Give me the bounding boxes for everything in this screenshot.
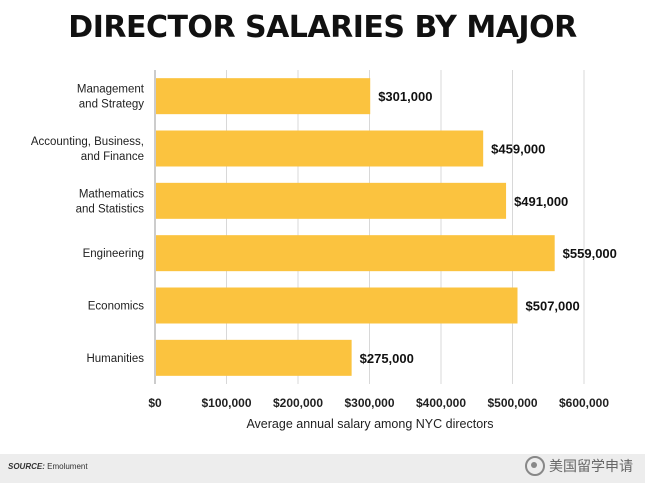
bar [156,235,555,272]
x-tick-labels: $0 $100,000 $200,000 $300,000 $400,000 $500,0… [148,396,609,410]
watermark: 美国留学申请 [525,456,633,476]
gridlines [154,70,585,384]
value-label: $301,000 [378,89,432,104]
category-label: Mathematics and Statistics [76,188,145,215]
category-label: Management and Strategy [77,84,145,111]
category-label: Economics [88,301,144,313]
value-label: $559,000 [563,246,617,261]
value-label: $491,000 [514,194,568,209]
watermark-text: 美国留学申请 [549,459,633,475]
bar [156,339,352,376]
category-label: Accounting, Business, and Finance [31,136,144,163]
x-tick-label: $100,000 [201,396,251,410]
value-label: $459,000 [491,142,545,157]
bar [156,182,507,219]
source-value: Emolument [47,462,88,471]
category-labels: Management and Strategy Accounting, Busine… [31,84,145,365]
x-axis-label: Average annual salary among NYC director… [246,417,493,431]
value-label: $275,000 [360,351,414,366]
chart-title: DIRECTOR SALARIES BY MAJOR [68,10,577,45]
x-tick-label: $600,000 [559,396,609,410]
source-note: SOURCE: Emolument [8,462,88,471]
bar [156,78,371,115]
bar-chart: Management and Strategy Accounting, Busine… [31,70,617,431]
x-tick-label: $0 [148,396,162,410]
value-label: $507,000 [526,299,580,314]
x-tick-label: $500,000 [487,396,537,410]
value-labels: $301,000 $459,000 $491,000 $559,000 $507,000… [360,89,617,366]
source-label: SOURCE: [8,462,45,471]
category-label: Engineering [83,248,144,260]
x-tick-label: $400,000 [416,396,466,410]
wechat-icon [525,456,545,476]
bar [156,130,484,167]
footer: SOURCE: Emolument 美国留学申请 [0,454,645,483]
bar [156,287,518,324]
category-label: Humanities [86,353,144,365]
x-tick-label: $300,000 [344,396,394,410]
x-tick-label: $200,000 [273,396,323,410]
bars [156,78,555,376]
